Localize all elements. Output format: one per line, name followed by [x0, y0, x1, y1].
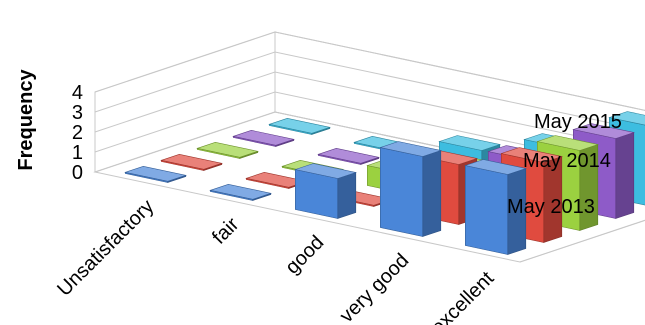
bar-top-face	[124, 165, 187, 182]
bar	[160, 153, 223, 171]
bar	[317, 147, 380, 165]
bar	[379, 141, 442, 237]
x-tick-label: Unsatisfactory	[53, 195, 158, 300]
series-label: May 2014	[523, 150, 611, 172]
bar-top-face	[196, 141, 259, 158]
bar-side-face	[615, 132, 635, 219]
bar-top-face	[608, 111, 645, 126]
x-tick-label: good	[281, 231, 328, 278]
bar-top-face	[160, 153, 223, 170]
bar-front-face	[464, 165, 509, 255]
bar-top-face	[209, 183, 272, 200]
bar	[464, 159, 527, 255]
x-tick-label: excellent	[427, 267, 499, 325]
bar-top-face	[438, 135, 501, 151]
y-tick-label: 0	[72, 162, 83, 184]
series-label: May 2015	[534, 111, 622, 133]
bar	[232, 129, 295, 147]
bar-top-face	[500, 147, 563, 163]
chart-bars	[124, 111, 645, 255]
bar	[294, 163, 357, 219]
y-tick-label: 2	[72, 122, 83, 144]
bar	[196, 141, 259, 159]
y-tick-label: 4	[72, 82, 83, 104]
bar-top-face	[464, 159, 527, 175]
gridline	[94, 71, 645, 151]
gridline	[94, 31, 645, 111]
bar-side-face	[337, 172, 357, 219]
bar-top-face	[379, 141, 442, 157]
bar-side-face	[422, 150, 442, 237]
y-tick-label: 1	[72, 142, 83, 164]
bar	[209, 183, 272, 201]
bar-front-face	[379, 147, 424, 237]
bar-top-face	[294, 163, 357, 179]
y-axis-title: Frequency	[15, 69, 37, 171]
bar-top-face	[536, 135, 599, 151]
bar	[268, 117, 331, 135]
y-tick-label: 3	[72, 102, 83, 124]
bar	[124, 165, 187, 183]
bar-top-face	[572, 123, 635, 139]
bar-top-face	[268, 117, 331, 134]
x-tick-label: very good	[336, 249, 414, 325]
depth-axis	[519, 219, 645, 263]
bar-top-face	[317, 147, 380, 164]
bar-top-face	[232, 129, 295, 146]
series-label: May 2013	[507, 196, 595, 218]
gridline	[94, 51, 645, 131]
x-tick-label: fair	[208, 213, 243, 248]
